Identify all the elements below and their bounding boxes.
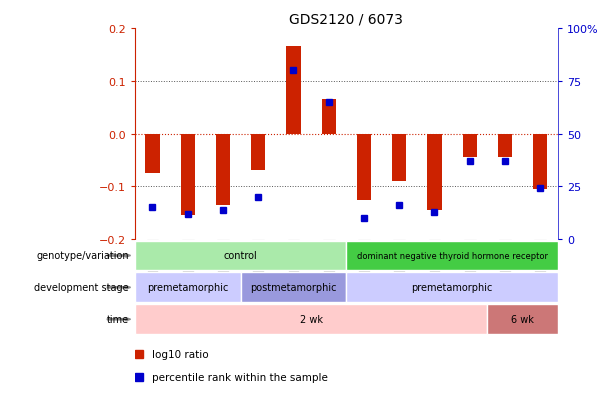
Bar	[463, 134, 477, 158]
Bar	[392, 134, 406, 182]
Text: GSM118368: GSM118368	[183, 241, 192, 295]
Bar	[135, 305, 487, 335]
Text: GSM118444: GSM118444	[500, 241, 509, 295]
Bar	[427, 134, 441, 211]
Bar	[181, 134, 195, 216]
Text: dominant negative thyroid hormone receptor: dominant negative thyroid hormone recept…	[357, 252, 547, 260]
Bar	[145, 134, 159, 174]
Bar	[322, 100, 336, 134]
Text: percentile rank within the sample: percentile rank within the sample	[152, 372, 328, 382]
Bar	[357, 134, 371, 200]
Bar	[498, 134, 512, 158]
Text: time: time	[107, 314, 129, 325]
Bar	[216, 134, 230, 205]
Text: premetamorphic: premetamorphic	[411, 282, 493, 293]
Text: GSM118443: GSM118443	[465, 241, 474, 295]
Text: GSM118447: GSM118447	[536, 241, 545, 295]
Bar	[135, 241, 346, 271]
Text: GSM118440: GSM118440	[359, 241, 368, 295]
Bar	[286, 47, 300, 134]
Text: 6 wk: 6 wk	[511, 314, 534, 325]
Text: control: control	[224, 251, 257, 261]
Text: development stage: development stage	[34, 282, 129, 293]
Text: GSM118369: GSM118369	[218, 241, 227, 295]
Text: premetamorphic: premetamorphic	[147, 282, 229, 293]
Text: 2 wk: 2 wk	[300, 314, 322, 325]
Text: GSM118441: GSM118441	[395, 241, 404, 295]
Text: GSM118367: GSM118367	[148, 241, 157, 295]
Text: GSM118448: GSM118448	[289, 241, 298, 295]
Text: genotype/variation: genotype/variation	[36, 251, 129, 261]
Bar	[135, 273, 241, 302]
Bar	[241, 273, 346, 302]
Bar	[533, 134, 547, 190]
Title: GDS2120 / 6073: GDS2120 / 6073	[289, 12, 403, 26]
Text: GSM118449: GSM118449	[324, 241, 333, 295]
Bar	[251, 134, 265, 171]
Text: GSM118445: GSM118445	[254, 241, 263, 295]
Bar	[487, 305, 558, 335]
Bar	[346, 273, 558, 302]
Bar	[346, 241, 558, 271]
Text: GSM118442: GSM118442	[430, 241, 439, 295]
Text: log10 ratio: log10 ratio	[152, 349, 208, 360]
Text: postmetamorphic: postmetamorphic	[250, 282, 337, 293]
